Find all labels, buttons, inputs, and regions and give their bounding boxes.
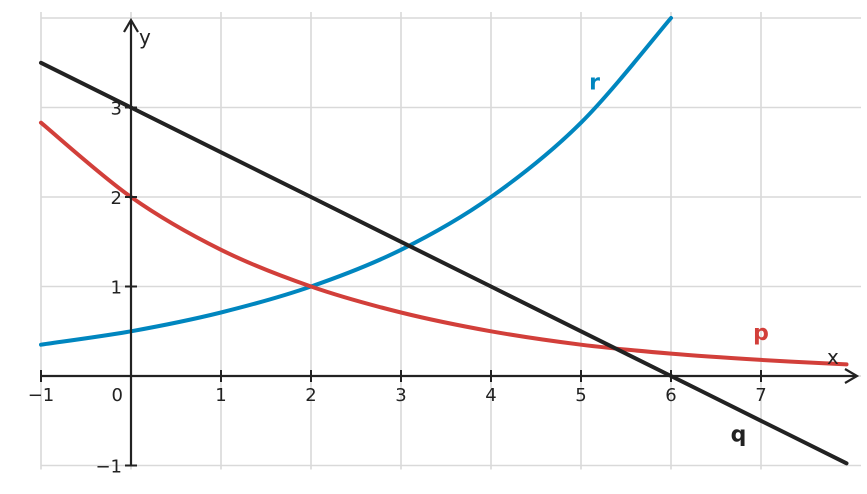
y-axis-title: y <box>139 25 151 49</box>
x-tick-label-1: 1 <box>215 385 226 406</box>
x-tick-label-5: 5 <box>575 385 586 406</box>
x-tick-label-4: 4 <box>485 385 496 406</box>
series-p-curve <box>39 120 849 367</box>
x-tick-label-3: 3 <box>395 385 406 406</box>
series-p-label: p <box>753 321 769 346</box>
grid <box>40 12 861 470</box>
labels: x y −1 0 1 2 3 4 5 6 7 −1 1 2 3 r p q <box>28 25 839 478</box>
x-tick-label-6: 6 <box>665 385 676 406</box>
x-axis-arrow <box>844 368 860 384</box>
series-q-curve <box>39 60 849 466</box>
x-tick-label--1: −1 <box>28 385 55 406</box>
y-tick-label-3: 3 <box>111 99 122 120</box>
series-r-curve <box>39 16 673 347</box>
x-tick-label-0: 0 <box>112 385 123 406</box>
series-r-label: r <box>589 71 600 96</box>
x-tick-label-2: 2 <box>305 385 316 406</box>
series-q-label: q <box>731 422 747 447</box>
x-axis-title: x <box>827 345 839 369</box>
y-tick-label-1: 1 <box>111 278 122 299</box>
curves <box>39 16 849 466</box>
y-tick-label-2: 2 <box>111 188 122 209</box>
y-tick-label--1: −1 <box>95 457 122 478</box>
ticks <box>40 106 762 467</box>
x-tick-label-7: 7 <box>755 385 766 406</box>
y-axis-arrow <box>123 17 139 33</box>
axes <box>41 17 860 466</box>
